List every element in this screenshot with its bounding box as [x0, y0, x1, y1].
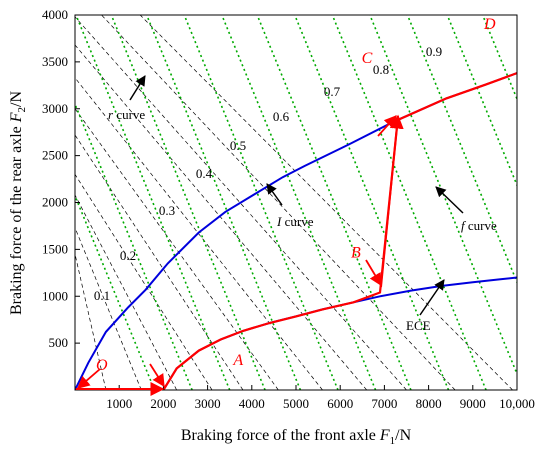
- r-curve-line: [75, 134, 244, 390]
- arrow-B-to-C: [380, 114, 404, 288]
- x-tick-label: 10,000: [499, 396, 535, 411]
- f-curve-line: [406, 15, 517, 285]
- r-curve-value-label: 0.5: [230, 138, 246, 153]
- f-curve-annotation: f curve: [461, 218, 497, 233]
- r-curve-value-label: 0.1: [94, 288, 110, 303]
- arrow-to-A: [149, 363, 165, 388]
- f-curve-line: [75, 15, 231, 390]
- point-label-C: C: [362, 50, 373, 67]
- ece-arrow: [419, 279, 445, 316]
- r-curve-value-label: 0.2: [120, 248, 136, 263]
- y-tick-label: 1000: [42, 288, 68, 303]
- y-axis-title: Braking force of the rear axle F2/N: [8, 91, 28, 316]
- arrow-to-B: [365, 259, 382, 287]
- r-curve-lines: [75, 15, 513, 390]
- x-tick-label: 9000: [460, 396, 486, 411]
- f-curve-arrow: [435, 186, 464, 214]
- r-curve-line: [75, 194, 177, 390]
- ece-annotation: ECE: [406, 318, 431, 333]
- point-labels: O A B C D: [96, 16, 496, 374]
- arrow-to-C: [377, 115, 397, 137]
- r-curve-annotation: r curve: [108, 107, 145, 122]
- r-curve-arrow: [129, 75, 146, 101]
- r-curve-value-label: 0.3: [159, 203, 175, 218]
- x-tick-label: 2000: [150, 396, 176, 411]
- r-curve-line: [75, 253, 107, 390]
- f-curve-line: [294, 15, 450, 390]
- r-curve-value-label: 0.8: [373, 62, 389, 77]
- r-curve-line: [101, 15, 456, 390]
- y-tick-label: 2000: [42, 195, 68, 210]
- r-curve-line: [75, 16, 407, 390]
- f-curve-line: [331, 15, 487, 390]
- f-curve-line: [522, 15, 550, 390]
- r-curve-line: [75, 227, 142, 390]
- x-tick-label: 7000: [371, 396, 397, 411]
- r-curve-value-label: 0.6: [273, 109, 290, 124]
- I-curve-annotation: I curve: [276, 214, 314, 229]
- y-axis-ticks: 500 1000 1500 2000 2500 3000 3500 4000: [42, 7, 80, 350]
- annotations: r curve I curve f curve ECE: [108, 75, 497, 333]
- y-tick-label: 2500: [42, 148, 68, 163]
- r-curve-line: [75, 174, 213, 390]
- x-tick-label: 8000: [416, 396, 442, 411]
- f-curve-line: [221, 15, 377, 390]
- f-curve-lines: [75, 15, 550, 390]
- red-arrows: [76, 114, 404, 396]
- r-curve-line: [75, 108, 279, 390]
- x-tick-label: 1000: [106, 396, 132, 411]
- f-curve-line: [481, 15, 517, 102]
- x-axis-ticks: 1000 2000 3000 4000 5000 6000 7000 8000 9000 10,0…: [106, 385, 535, 411]
- arrow-to-O: [77, 368, 101, 389]
- f-curve-line: [369, 15, 517, 376]
- coefficient-labels: 0.1 0.2 0.3 0.4 0.5 0.6 0.7 0.8 0.9: [94, 44, 442, 303]
- point-label-D: D: [483, 16, 496, 33]
- r-curve-line: [75, 44, 367, 390]
- r-curve-value-label: 0.4: [196, 166, 213, 181]
- x-tick-label: 6000: [327, 396, 353, 411]
- x-tick-label: 4000: [239, 396, 265, 411]
- y-tick-label: 500: [49, 335, 69, 350]
- point-label-B: B: [351, 245, 361, 262]
- point-label-A: A: [232, 352, 243, 369]
- x-axis-title: Braking force of the front axle F1/N: [181, 427, 412, 447]
- series-layer: [75, 72, 517, 390]
- y-tick-label: 4000: [42, 7, 68, 22]
- r-curve-value-label: 0.7: [324, 84, 341, 99]
- series-actual-distribution-line: [75, 72, 517, 390]
- plot-frame: [74, 14, 518, 391]
- series-ece-line: [162, 276, 517, 390]
- x-tick-label: 3000: [195, 396, 221, 411]
- y-tick-label: 1500: [42, 241, 68, 256]
- x-tick-label: 5000: [283, 396, 309, 411]
- r-curve-line: [139, 15, 513, 390]
- point-label-O: O: [96, 357, 108, 374]
- I-curve-arrow: [266, 183, 283, 206]
- r-curve-value-label: 0.9: [426, 44, 442, 59]
- y-tick-label: 3500: [42, 54, 68, 69]
- y-tick-label: 3000: [42, 101, 68, 116]
